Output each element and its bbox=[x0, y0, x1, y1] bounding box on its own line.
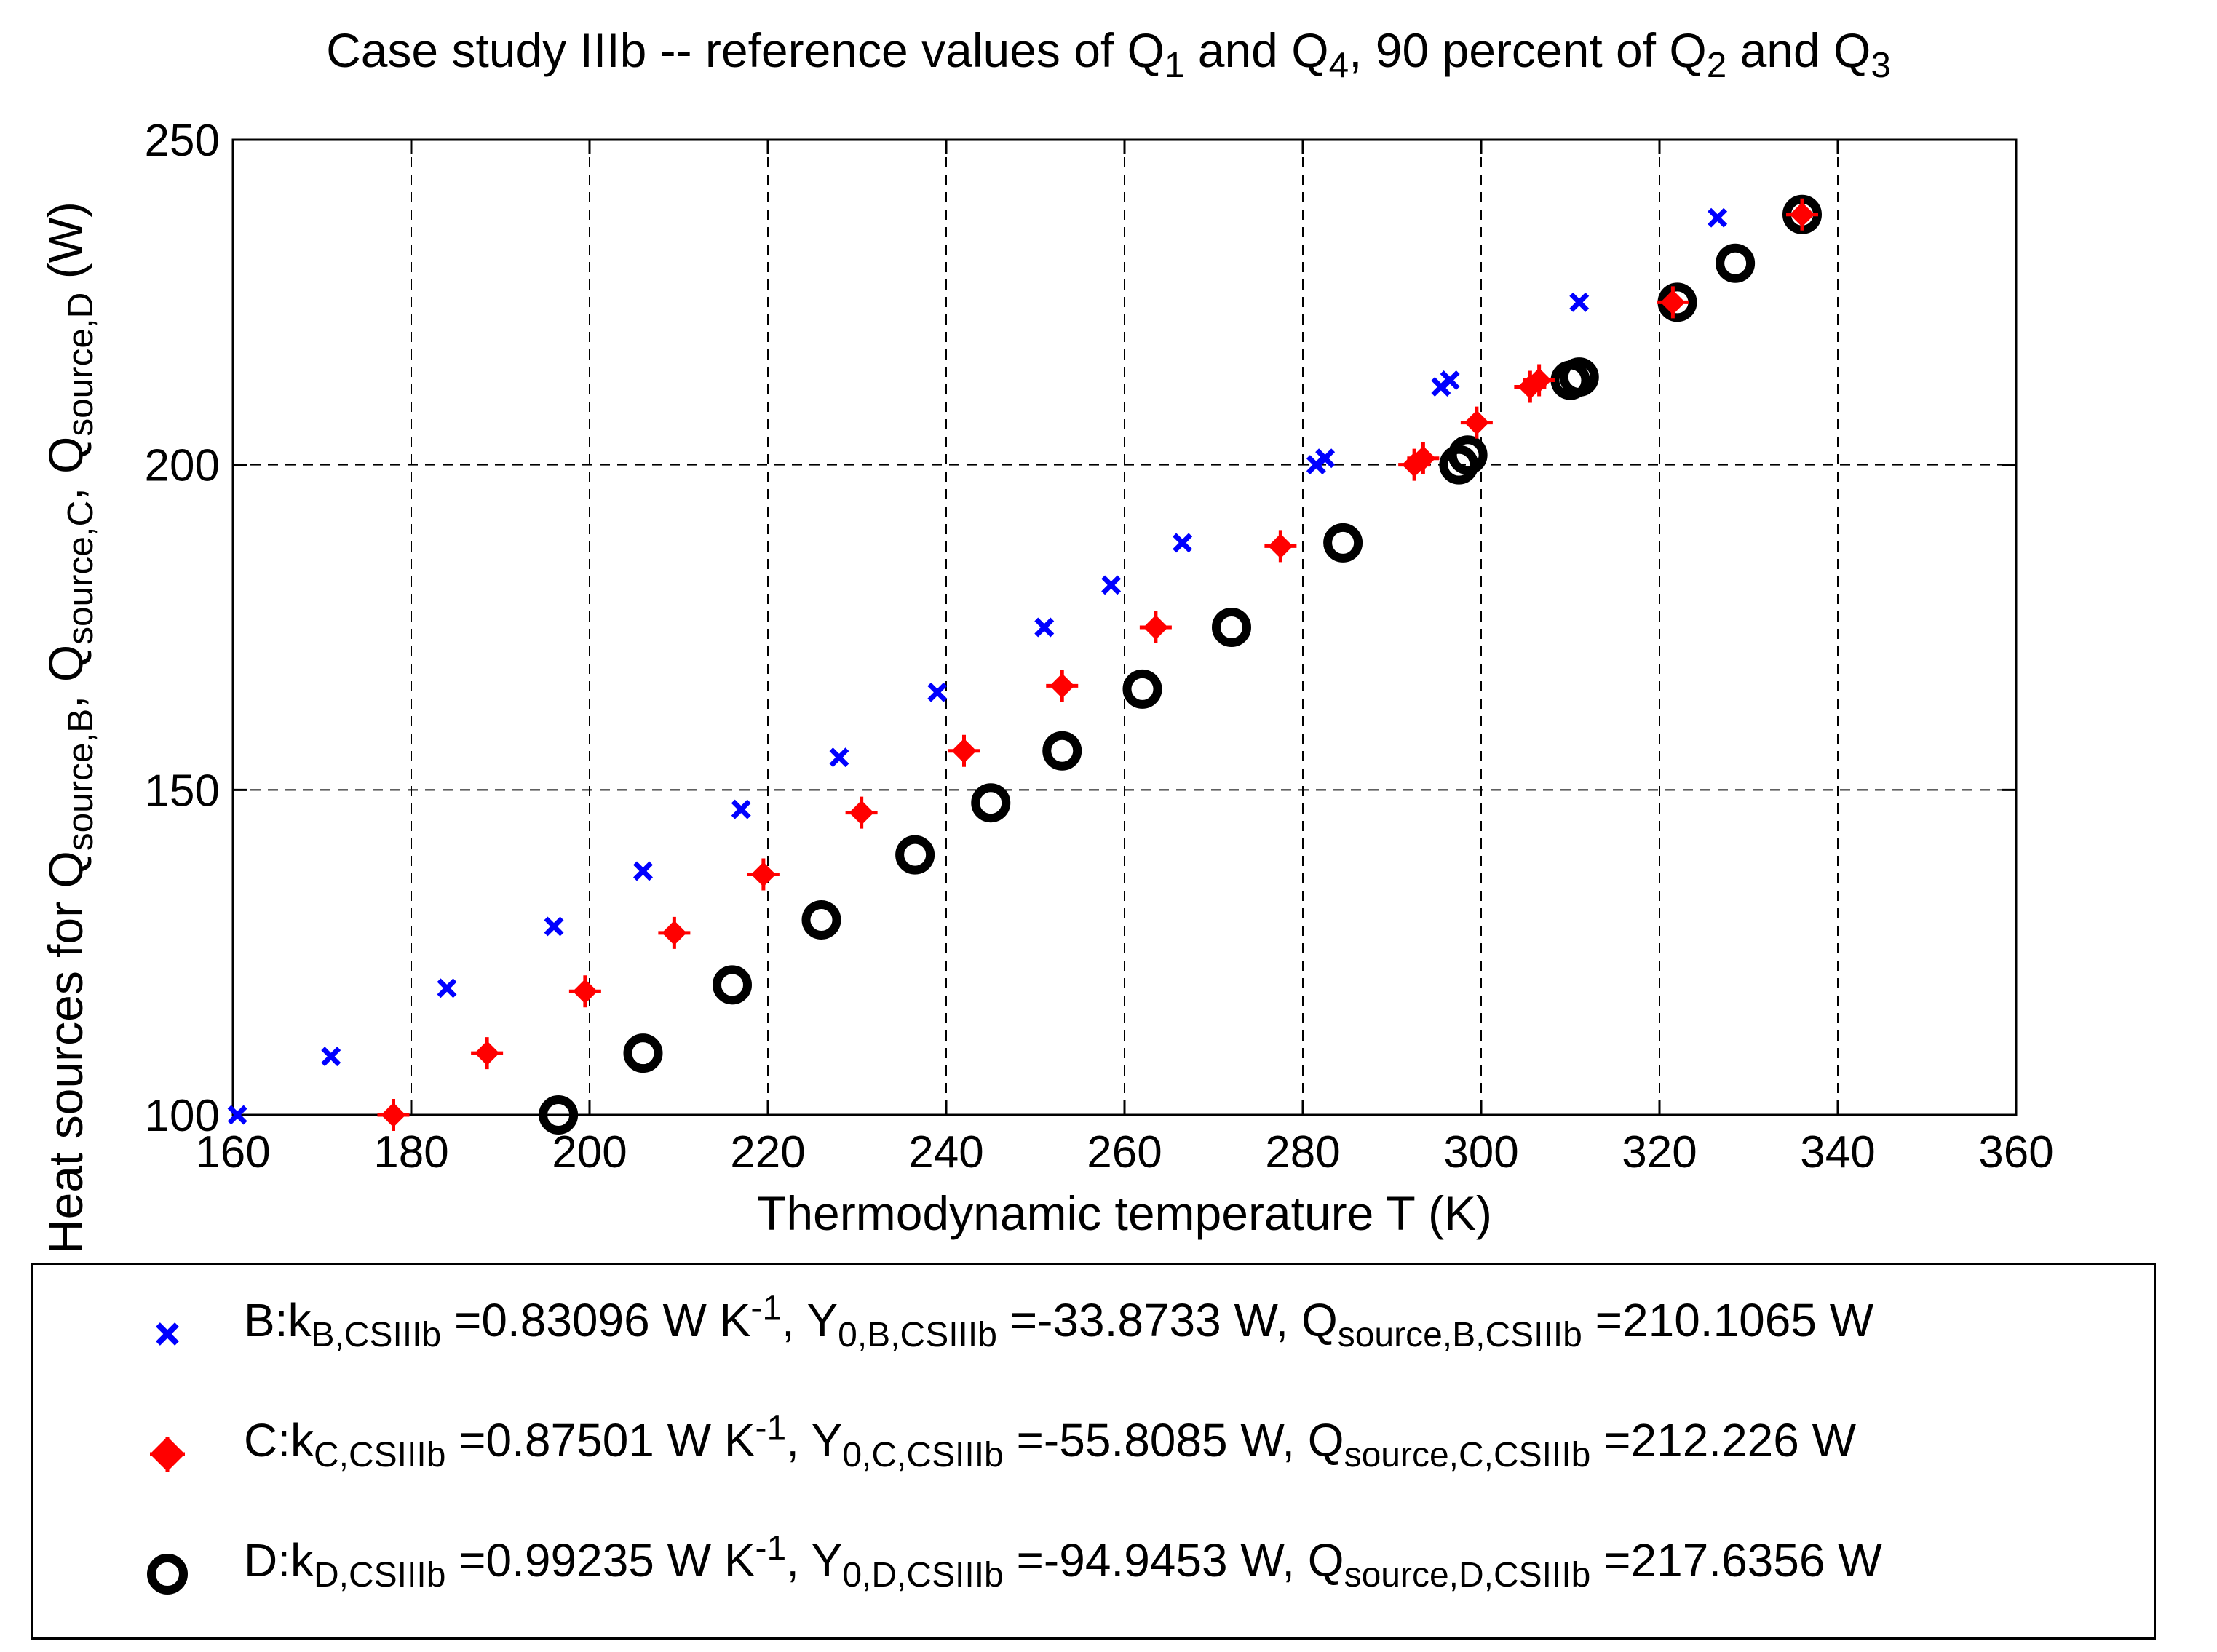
point-c bbox=[1460, 406, 1493, 439]
point-b-stroke bbox=[1101, 575, 1122, 595]
point-c bbox=[1523, 364, 1555, 397]
legend-text-d: D:kD,CSIIIb =0.99235 W K-1, Y0,D,CSIIIb … bbox=[244, 1529, 1882, 1595]
x-tick-label: 360 bbox=[1978, 1127, 2053, 1178]
point-b bbox=[1569, 292, 1590, 312]
y-axis-label: Heat sources for Qsource,B, Qsource,C, Q… bbox=[39, 202, 101, 1255]
point-d bbox=[1716, 243, 1756, 283]
point-c bbox=[471, 1037, 504, 1070]
point-b bbox=[321, 1047, 341, 1067]
point-d bbox=[1122, 669, 1162, 709]
data-points bbox=[227, 194, 1822, 1135]
x-tick-label: 280 bbox=[1265, 1127, 1340, 1178]
point-d bbox=[1212, 608, 1251, 647]
point-b bbox=[1173, 533, 1193, 553]
point-b bbox=[731, 799, 751, 819]
point-d bbox=[623, 1033, 663, 1073]
point-b-stroke bbox=[1315, 448, 1336, 469]
legend-text-c: C:kC,CSIIIb =0.87501 W K-1, Y0,C,CSIIIb … bbox=[244, 1409, 1857, 1474]
point-d bbox=[1559, 357, 1599, 397]
point-d bbox=[1448, 435, 1488, 475]
point-b-stroke bbox=[321, 1047, 341, 1067]
point-d bbox=[539, 1095, 579, 1135]
x-tick-label: 220 bbox=[730, 1127, 805, 1178]
point-d bbox=[971, 783, 1011, 823]
point-b bbox=[829, 747, 849, 768]
x-tick-label: 260 bbox=[1087, 1127, 1162, 1178]
x-tick-label: 180 bbox=[373, 1127, 448, 1178]
point-b-stroke bbox=[633, 861, 653, 881]
x-tick-label: 200 bbox=[552, 1127, 627, 1178]
x-tick-label: 300 bbox=[1443, 1127, 1518, 1178]
x-tick-label: 320 bbox=[1622, 1127, 1697, 1178]
point-b-stroke bbox=[829, 747, 849, 768]
black-circle-marker-icon bbox=[147, 1554, 188, 1595]
point-b-stroke bbox=[1034, 617, 1055, 638]
blue-x-marker-icon bbox=[156, 1322, 179, 1346]
point-c bbox=[1264, 530, 1297, 563]
point-b bbox=[1315, 448, 1336, 469]
point-d bbox=[1042, 731, 1082, 771]
point-b-stroke bbox=[927, 682, 948, 702]
point-c bbox=[568, 975, 601, 1008]
point-b-stroke bbox=[1708, 207, 1728, 228]
point-c bbox=[377, 1099, 410, 1131]
point-b bbox=[437, 978, 457, 998]
grid-lines bbox=[233, 140, 2016, 1115]
point-b bbox=[544, 916, 564, 937]
point-c bbox=[845, 796, 878, 829]
point-c bbox=[747, 858, 780, 891]
x-tick-label: 240 bbox=[908, 1127, 983, 1178]
point-c bbox=[1407, 442, 1440, 474]
x-tick-label: 340 bbox=[1800, 1127, 1875, 1178]
point-b-stroke bbox=[227, 1105, 247, 1125]
legend-entry-d: D:kD,CSIIIb =0.99235 W K-1, Y0,D,CSIIIb … bbox=[33, 1520, 2154, 1629]
point-b bbox=[927, 682, 948, 702]
chart-title: Case study IIIb -- reference values of Q… bbox=[326, 23, 1891, 86]
legend-text-b: B:kB,CSIIIb =0.83096 W K-1, Y0,B,CSIIIb … bbox=[244, 1289, 1874, 1354]
point-b-stroke bbox=[1440, 370, 1460, 391]
point-c bbox=[658, 916, 691, 949]
point-c bbox=[1139, 611, 1172, 643]
point-b bbox=[633, 861, 653, 881]
point-b bbox=[1034, 617, 1055, 638]
axis-ticks: 160 180 200 220 240 260 280 300 320 340 360 100 150 2… bbox=[145, 116, 2054, 1178]
y-tick-label: 100 bbox=[145, 1091, 220, 1141]
point-d bbox=[801, 900, 841, 940]
legend: B:kB,CSIIIb =0.83096 W K-1, Y0,B,CSIIIb … bbox=[31, 1263, 2156, 1640]
point-b-stroke bbox=[731, 799, 751, 819]
point-d bbox=[895, 835, 935, 875]
point-b-stroke bbox=[1569, 292, 1590, 312]
point-d bbox=[713, 965, 752, 1005]
y-tick-label: 250 bbox=[145, 116, 220, 166]
y-tick-label: 200 bbox=[145, 441, 220, 491]
point-c bbox=[1786, 198, 1818, 231]
point-b-stroke bbox=[1173, 533, 1193, 553]
point-b bbox=[1101, 575, 1122, 595]
point-b bbox=[1708, 207, 1728, 228]
point-d bbox=[1323, 523, 1363, 563]
legend-entry-c: C:kC,CSIIIb =0.87501 W K-1, Y0,C,CSIIIb … bbox=[33, 1399, 2154, 1509]
x-tick-label: 160 bbox=[195, 1127, 270, 1178]
point-c bbox=[1657, 286, 1689, 319]
red-diamond-marker-icon bbox=[150, 1437, 185, 1472]
y-tick-label: 150 bbox=[145, 766, 220, 816]
point-b bbox=[227, 1105, 247, 1125]
legend-entry-b: B:kB,CSIIIb =0.83096 W K-1, Y0,B,CSIIIb … bbox=[33, 1279, 2154, 1389]
point-c bbox=[948, 734, 980, 767]
point-b-stroke bbox=[544, 916, 564, 937]
x-axis-label: Thermodynamic temperature T (K) bbox=[757, 1186, 1492, 1240]
point-b-stroke bbox=[437, 978, 457, 998]
point-b bbox=[1440, 370, 1460, 391]
point-c bbox=[1046, 670, 1079, 702]
